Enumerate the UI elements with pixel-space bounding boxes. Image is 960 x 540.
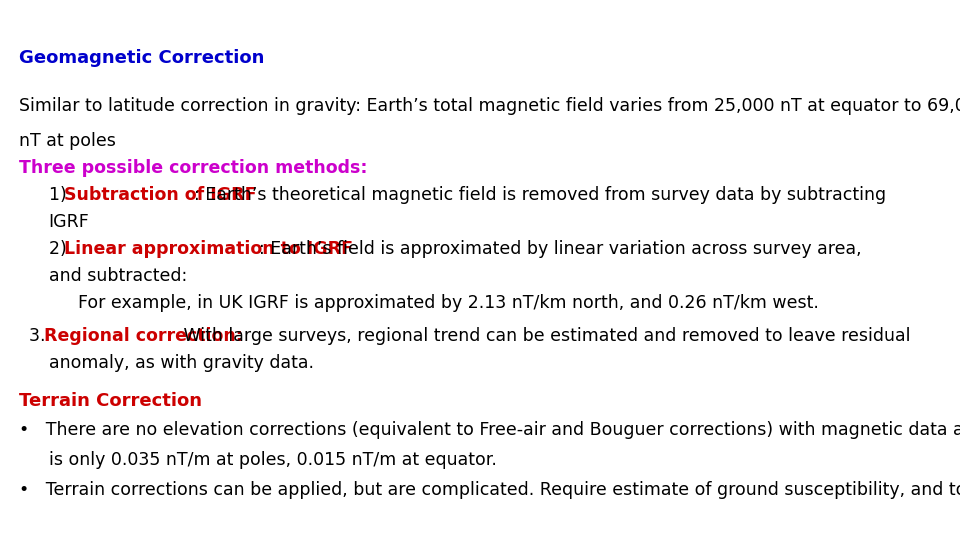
Text: For example, in UK IGRF is approximated by 2.13 nT/km north, and 0.26 nT/km west: For example, in UK IGRF is approximated …	[78, 294, 819, 312]
Text: Subtraction of IGRF: Subtraction of IGRF	[64, 186, 256, 204]
Text: Terrain Correction: Terrain Correction	[19, 392, 203, 409]
Text: 1): 1)	[49, 186, 72, 204]
Text: : Earth’s theoretical magnetic field is removed from survey data by subtracting: : Earth’s theoretical magnetic field is …	[194, 186, 886, 204]
Text: Three possible correction methods:: Three possible correction methods:	[19, 159, 368, 177]
Text: nT at poles: nT at poles	[19, 132, 116, 150]
Text: Regional correction:: Regional correction:	[44, 327, 243, 345]
Text: •   Terrain corrections can be applied, but are complicated. Require estimate of: • Terrain corrections can be applied, bu…	[19, 481, 960, 498]
Text: 3.: 3.	[29, 327, 51, 345]
Text: Linear approximation to IGRF: Linear approximation to IGRF	[64, 240, 353, 258]
Text: : Earth’s field is approximated by linear variation across survey area,: : Earth’s field is approximated by linea…	[259, 240, 862, 258]
Text: IGRF: IGRF	[49, 213, 89, 231]
Text: Similar to latitude correction in gravity: Earth’s total magnetic field varies f: Similar to latitude correction in gravit…	[19, 97, 960, 115]
Text: 2): 2)	[49, 240, 72, 258]
Text: anomaly, as with gravity data.: anomaly, as with gravity data.	[49, 354, 314, 372]
Text: •   There are no elevation corrections (equivalent to Free-air and Bouguer corre: • There are no elevation corrections (eq…	[19, 421, 960, 439]
Text: Geomagnetic Correction: Geomagnetic Correction	[19, 49, 265, 66]
Text: With large surveys, regional trend can be estimated and removed to leave residua: With large surveys, regional trend can b…	[179, 327, 911, 345]
Text: is only 0.035 nT/m at poles, 0.015 nT/m at equator.: is only 0.035 nT/m at poles, 0.015 nT/m …	[49, 451, 496, 469]
Text: and subtracted:: and subtracted:	[49, 267, 187, 285]
